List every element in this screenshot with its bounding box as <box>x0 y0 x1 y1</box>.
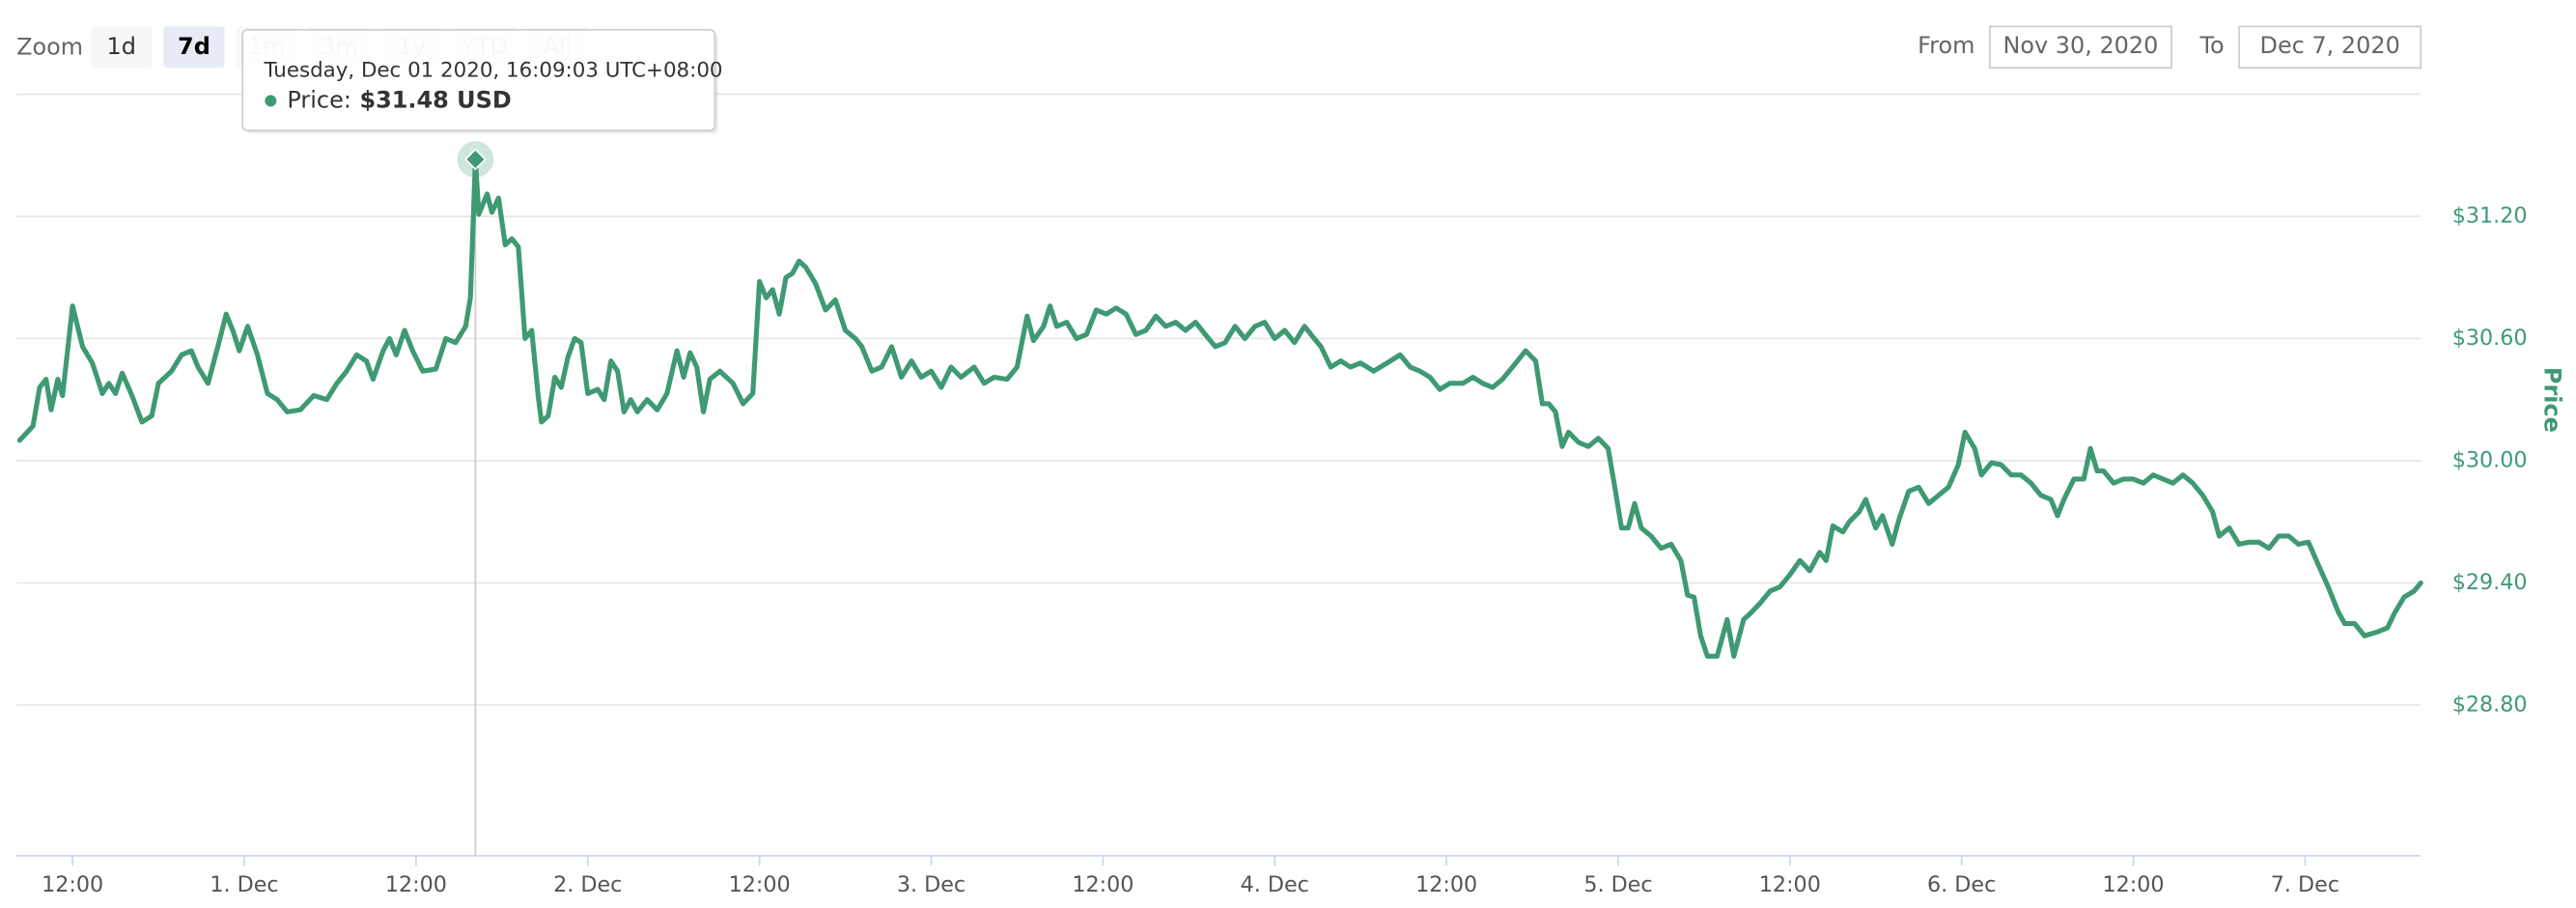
zoom-button-label[interactable]: 7d <box>178 33 210 60</box>
price-line <box>16 156 2423 659</box>
x-tick-label: 2. Dec <box>553 872 622 897</box>
y-axis-title: Price <box>2538 367 2565 433</box>
grid-layer: $28.80 $29.40 $30.00 $30.60 $31.20 12:00 1. De… <box>16 93 2528 897</box>
zoom-label: Zoom <box>16 34 83 61</box>
x-tick-label: 12:00 <box>1072 872 1134 897</box>
x-tick-label: 3. Dec <box>897 872 966 897</box>
tooltip-bullet <box>265 95 277 107</box>
x-tick-label: 4. Dec <box>1241 872 1309 897</box>
zoom-button[interactable] <box>163 26 225 69</box>
zoom-button-label[interactable]: 1d <box>106 33 135 60</box>
x-tick-label: 12:00 <box>2103 872 2165 897</box>
x-tick-label: 5. Dec <box>1583 872 1652 897</box>
tooltip-date: Tuesday, Dec 01 2020, 16:09:03 UTC+08:00 <box>263 59 722 83</box>
x-tick-label: 1. Dec <box>210 872 278 897</box>
y-tick-label: $29.40 <box>2452 570 2528 595</box>
x-tick-label: 12:00 <box>1759 872 1821 897</box>
to-input[interactable] <box>2238 25 2422 69</box>
tooltip-label: Price: <box>287 86 350 113</box>
x-tick-label: 6. Dec <box>1927 872 1996 897</box>
to-value[interactable]: Dec 7, 2020 <box>2260 32 2400 59</box>
tooltip-box <box>241 28 716 131</box>
hover-marker <box>463 148 487 171</box>
x-tick-label: 12:00 <box>1415 872 1477 897</box>
y-tick-label: $28.80 <box>2452 692 2528 717</box>
y-tick-label: $30.60 <box>2452 326 2528 351</box>
from-label: From <box>1918 32 1974 59</box>
from-input[interactable] <box>1989 25 2172 69</box>
to-label: To <box>2199 32 2225 59</box>
tooltip-layer: Tuesday, Dec 01 2020, 16:09:03 UTC+08:00… <box>241 28 723 134</box>
tooltip-value: $31.48 USD <box>359 86 511 113</box>
zoom-button[interactable] <box>91 26 153 69</box>
from-value[interactable]: Nov 30, 2020 <box>2002 32 2158 59</box>
x-tick-label: 12:00 <box>729 872 791 897</box>
y-tick-label: $30.00 <box>2452 447 2528 472</box>
x-tick-label: 7. Dec <box>2271 872 2339 897</box>
series-layer <box>16 141 2423 856</box>
y-tick-label: $31.20 <box>2452 203 2528 228</box>
x-tick-label: 12:00 <box>385 872 447 897</box>
x-tick-label: 12:00 <box>42 872 103 897</box>
